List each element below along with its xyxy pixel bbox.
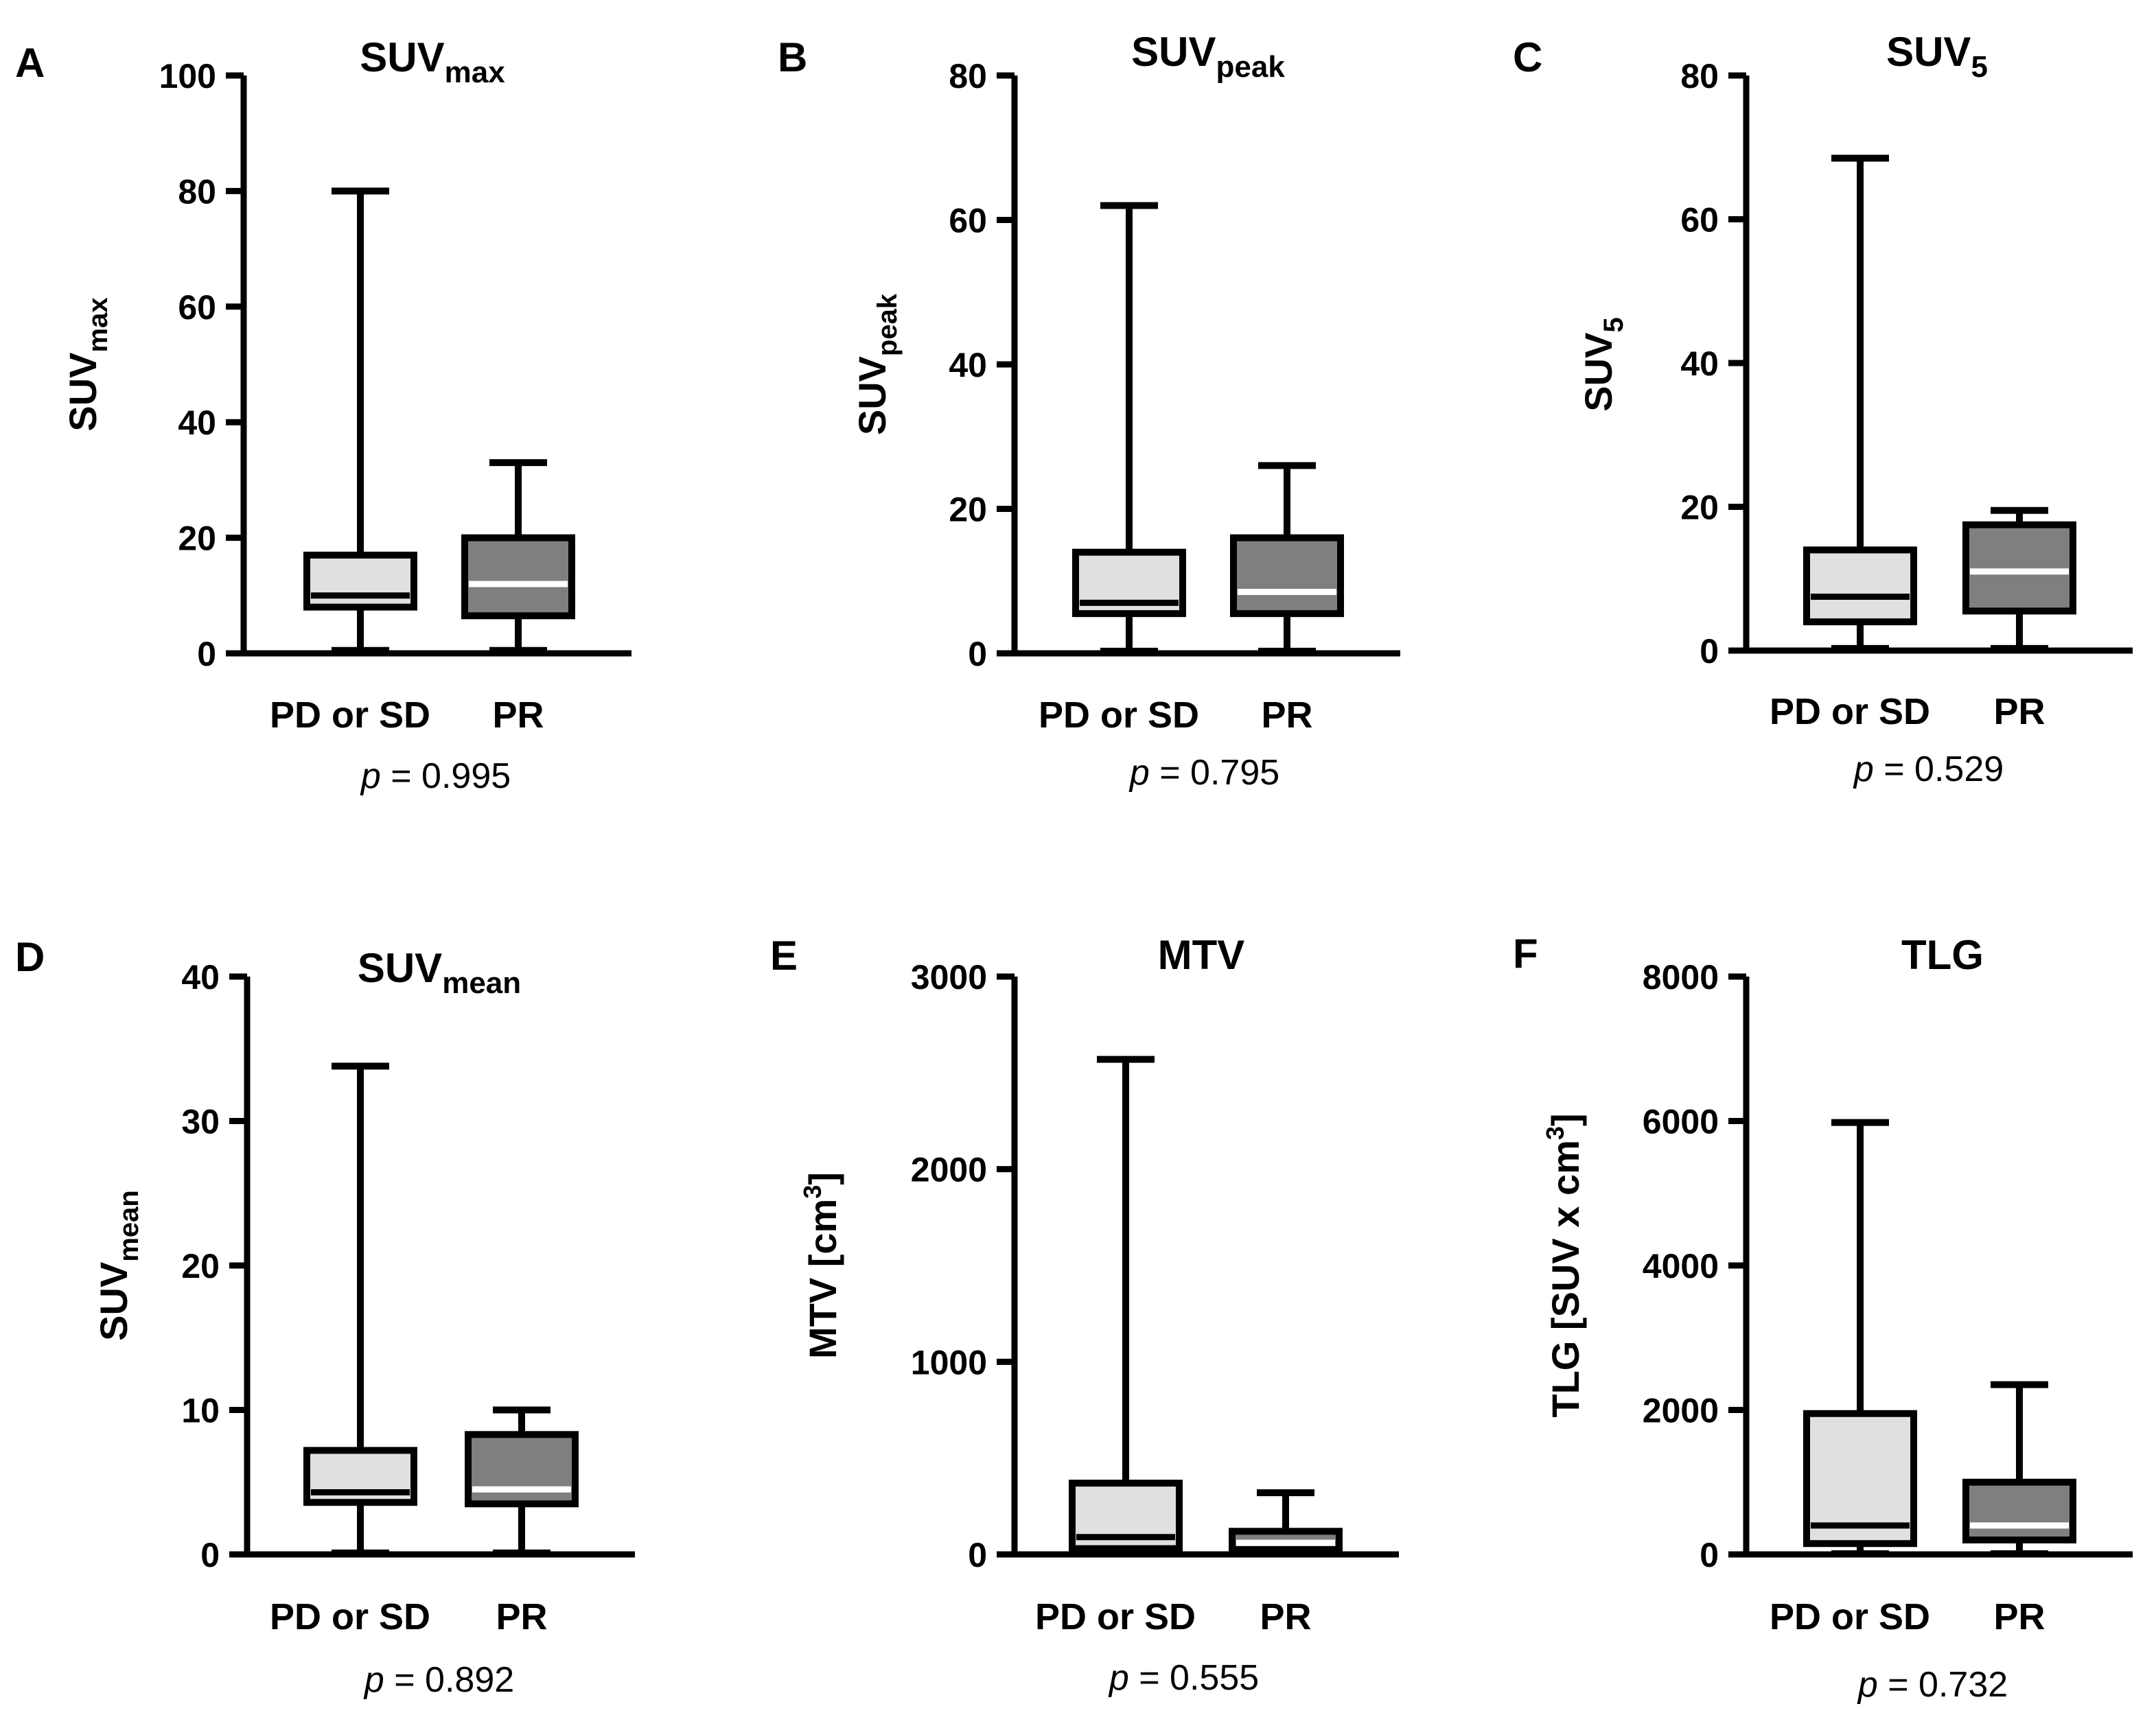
box-d-1: [465, 1406, 579, 1556]
y-tick-label-c-2: 40: [1680, 345, 1719, 383]
y-tick-label-f-4: 8000: [1643, 958, 1719, 996]
chart-title-c: SUV5: [1886, 29, 1988, 84]
y-tick-label-f-0: 0: [1700, 1536, 1719, 1574]
chart-title-e: MTV: [1158, 932, 1245, 978]
category-label-a-1: PR: [492, 695, 544, 736]
category-label-f-0: PD or SD: [1770, 1596, 1930, 1637]
y-tick-label-d-0: 0: [200, 1536, 220, 1574]
box-f-0: [1803, 1119, 1917, 1557]
category-label-e-1: PR: [1260, 1596, 1311, 1637]
box-c-0: [1803, 154, 1917, 652]
category-label-a-0: PD or SD: [270, 695, 430, 736]
iqr-box-c-0: [1803, 546, 1917, 626]
chart-title-d: SUVmean: [358, 945, 521, 1000]
chart-title-b: SUVpeak: [1131, 29, 1285, 84]
iqr-box-f-1: [1962, 1478, 2076, 1543]
category-label-c-0: PD or SD: [1770, 691, 1930, 732]
y-tick-label-a-1: 20: [178, 520, 216, 558]
box-f-1: [1962, 1381, 2076, 1557]
y-axis-label-b: SUVpeak: [850, 293, 903, 435]
panel-letter-b: B: [778, 34, 807, 80]
y-axis-label-a: SUVmax: [61, 297, 113, 431]
p-value-a: p = 0.995: [360, 756, 511, 796]
category-label-c-1: PR: [1993, 691, 2045, 732]
box-b-0: [1072, 202, 1186, 655]
panel-e: E MTV MTV [cm3] 0 1000 2000 3000 PD or SD PRp = …: [770, 932, 1399, 1698]
panel-c: C SUV5 SUV5 0 20 40 60 80 PD or SD PR p = 0.529: [1513, 29, 2133, 789]
p-value-f: p = 0.732: [1857, 1665, 2008, 1705]
y-tick-label-a-0: 0: [197, 635, 216, 673]
y-tick-label-c-3: 60: [1680, 201, 1719, 240]
y-tick-label-d-1: 10: [181, 1392, 220, 1430]
y-tick-label-e-1: 1000: [911, 1343, 987, 1381]
p-value-b: p = 0.795: [1128, 753, 1279, 793]
y-tick-label-f-2: 4000: [1643, 1247, 1719, 1285]
box-b-1: [1230, 462, 1344, 655]
p-value-c: p = 0.529: [1853, 749, 2004, 789]
panel-letter-c: C: [1513, 34, 1542, 80]
y-axis-label-d: SUVmean: [92, 1190, 144, 1341]
iqr-box-d-1: [465, 1431, 579, 1508]
y-tick-label-e-3: 3000: [911, 958, 987, 996]
y-tick-label-b-2: 40: [949, 346, 987, 384]
y-axis-label-f: TLG [SUV x cm3]: [1541, 1113, 1587, 1417]
box-c-1: [1962, 506, 2076, 652]
y-tick-label-f-1: 2000: [1643, 1392, 1719, 1430]
y-tick-label-b-0: 0: [968, 635, 987, 673]
category-label-b-0: PD or SD: [1039, 695, 1199, 736]
category-label-d-1: PR: [496, 1596, 547, 1637]
panel-letter-d: D: [15, 934, 45, 980]
y-tick-label-b-4: 80: [949, 57, 987, 95]
iqr-box-b-1: [1230, 534, 1344, 618]
box-e-0: [1069, 1055, 1183, 1557]
panel-letter-a: A: [15, 40, 45, 86]
y-tick-label-d-2: 20: [181, 1247, 220, 1285]
y-tick-label-a-2: 40: [178, 404, 216, 442]
category-label-d-0: PD or SD: [270, 1596, 430, 1637]
y-axis-label-c: SUV5: [1577, 317, 1629, 411]
panel-b: B SUVpeak SUVpeak 0 20 40 60 80 PD or SD PR p = 0.…: [778, 29, 1400, 793]
panel-letter-e: E: [770, 933, 798, 979]
y-tick-label-d-3: 30: [181, 1103, 220, 1141]
iqr-box-a-1: [461, 534, 575, 620]
panel-d: D SUVmean SUVmean 0 10 20 30 40 PD or SD PR p = 0.…: [15, 934, 635, 1700]
p-value-d: p = 0.892: [363, 1660, 514, 1700]
y-tick-label-a-4: 80: [178, 172, 216, 211]
box-a-0: [303, 187, 417, 654]
y-tick-label-c-0: 0: [1700, 632, 1719, 670]
category-label-b-1: PR: [1261, 695, 1312, 736]
y-tick-label-e-0: 0: [968, 1536, 987, 1574]
y-axis-label-e: MTV [cm3]: [798, 1172, 844, 1359]
p-value-e: p = 0.555: [1108, 1658, 1259, 1698]
category-label-f-1: PR: [1993, 1596, 2045, 1637]
y-tick-label-f-3: 6000: [1643, 1103, 1719, 1141]
chart-title-f: TLG: [1901, 932, 1984, 978]
iqr-box-f-0: [1803, 1410, 1917, 1548]
y-tick-label-b-1: 20: [949, 491, 987, 529]
box-d-0: [303, 1062, 417, 1556]
y-tick-label-d-4: 40: [181, 958, 220, 996]
chart-title-a: SUVmax: [360, 34, 505, 89]
box-a-1: [461, 459, 575, 654]
panel-a: A SUVmax SUVmax 0 20 40 60 80 100 PD or SD PR p = 0…: [15, 34, 631, 796]
y-tick-label-a-3: 60: [178, 288, 216, 327]
panel-f: F TLG TLG [SUV x cm3] 0 2000 4000 6000 8000 PD o…: [1513, 931, 2133, 1705]
y-tick-label-b-3: 60: [949, 202, 987, 240]
box-e-1: [1229, 1489, 1343, 1557]
category-label-e-0: PD or SD: [1035, 1596, 1196, 1637]
y-tick-label-c-4: 80: [1680, 57, 1719, 95]
panel-letter-f: F: [1513, 931, 1538, 977]
y-tick-label-a-5: 100: [159, 57, 216, 95]
iqr-box-c-1: [1962, 521, 2076, 615]
y-tick-label-c-1: 20: [1680, 489, 1719, 527]
iqr-box-a-0: [303, 551, 417, 611]
y-tick-label-e-2: 2000: [911, 1151, 987, 1189]
